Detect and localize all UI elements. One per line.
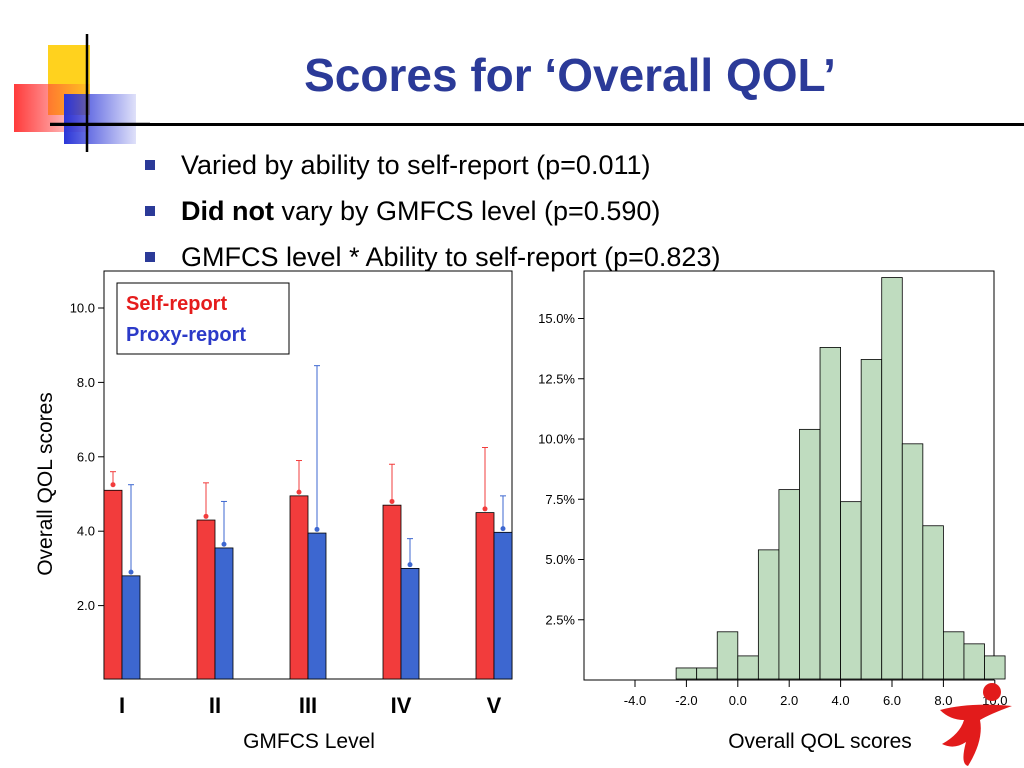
histogram-bar	[737, 655, 759, 680]
proxy-report-bar	[400, 568, 420, 680]
y-tick-label: 7.5%	[545, 492, 575, 507]
histogram-x-label: Overall QOL scores	[728, 730, 912, 753]
x-tick-label: I	[119, 693, 125, 718]
bullet-list: Varied by ability to self-report (p=0.01…	[143, 142, 720, 280]
bullet-item: Did not vary by GMFCS level (p=0.590)	[143, 188, 720, 234]
bullet-bold-text: Did not	[181, 196, 274, 226]
histogram-bar	[757, 549, 780, 680]
histogram-x-axis: -4.0-2.00.02.04.06.08.010.0	[624, 680, 1007, 708]
self-report-point	[389, 498, 395, 504]
y-tick-label: 6.0	[77, 449, 95, 464]
self-report-bar	[289, 495, 309, 680]
histogram-bar	[778, 489, 800, 680]
proxy-report-point	[314, 526, 320, 532]
bullet-text: GMFCS level * Ability to self-report (p=…	[181, 242, 721, 272]
histogram-bar	[984, 655, 1006, 680]
proxy-report-bar	[493, 531, 513, 680]
title-divider	[50, 123, 1024, 126]
self-report-bar	[475, 512, 495, 680]
histogram-bar	[819, 347, 841, 680]
x-tick-label: II	[209, 693, 221, 718]
histogram-bar	[716, 631, 739, 680]
y-tick-label: 8.0	[77, 375, 95, 390]
y-tick-label: 4.0	[77, 524, 95, 539]
bar-chart-x-label: GMFCS Level	[243, 730, 375, 753]
legend-self-report: Self-report	[126, 293, 227, 315]
self-report-point	[203, 513, 209, 519]
y-tick-label: 2.5%	[545, 612, 575, 627]
x-tick-label: V	[487, 693, 502, 718]
histogram-bar	[799, 428, 821, 680]
legend-proxy-report: Proxy-report	[126, 324, 246, 346]
y-tick-label: 5.0%	[545, 552, 575, 567]
legend-box	[116, 282, 290, 355]
proxy-report-bar	[214, 547, 234, 680]
bullet-text: vary by GMFCS level (p=0.590)	[273, 196, 661, 226]
histogram-y-axis: 2.5% 5.0% 7.5% 10.0% 12.5% 15.0%	[538, 311, 584, 627]
self-report-bar	[103, 489, 123, 680]
y-tick-label: 15.0%	[538, 311, 575, 326]
y-tick-label: 2.0	[77, 598, 95, 613]
histogram-bar	[922, 525, 944, 680]
bullet-text: Varied by ability to self-report (p=0.01…	[181, 150, 651, 180]
x-tick-label: -4.0	[624, 693, 646, 708]
logo-blue-square	[64, 94, 136, 144]
histogram-bar	[696, 667, 718, 680]
proxy-report-point	[500, 526, 506, 532]
mascot-figure-icon	[940, 683, 1012, 766]
histogram-bar	[963, 643, 985, 680]
bullet-item: GMFCS level * Ability to self-report (p=…	[143, 234, 720, 280]
x-tick-label: IV	[391, 693, 412, 718]
histogram-bar	[943, 631, 965, 680]
histogram-bar	[881, 277, 903, 680]
self-report-bar	[382, 504, 402, 680]
legend: Self-report Proxy-report	[116, 282, 290, 355]
histogram-bar	[840, 501, 862, 680]
self-report-bar	[196, 519, 216, 680]
proxy-report-bar	[121, 575, 141, 680]
y-tick-label: 10.0%	[538, 432, 575, 447]
proxy-report-point	[128, 569, 134, 575]
histogram-bar	[675, 667, 698, 680]
square-bullet-icon	[145, 206, 155, 216]
self-report-point	[296, 489, 302, 495]
histogram-bar	[860, 359, 883, 680]
x-tick-label: III	[299, 693, 317, 718]
proxy-report-bar	[307, 532, 327, 680]
bullet-item: Varied by ability to self-report (p=0.01…	[143, 142, 720, 188]
x-tick-label: 2.0	[780, 693, 798, 708]
x-tick-label: 8.0	[934, 693, 952, 708]
histogram-bar	[901, 443, 924, 680]
bar-chart-y-label: Overall QOL scores	[34, 392, 57, 576]
y-tick-label: 12.5%	[538, 371, 575, 386]
histogram-marks	[675, 277, 1006, 680]
slide-title: Scores for ‘Overall QOL’	[304, 49, 836, 101]
proxy-report-point	[407, 562, 413, 568]
bar-chart-x-axis: I II III IV V	[119, 693, 502, 718]
proxy-report-point	[221, 541, 227, 547]
self-report-point	[110, 482, 116, 488]
self-report-point	[482, 506, 488, 512]
square-bullet-icon	[145, 252, 155, 262]
square-bullet-icon	[145, 160, 155, 170]
x-tick-label: -2.0	[675, 693, 697, 708]
x-tick-label: 4.0	[832, 693, 850, 708]
bar-chart-marks	[103, 365, 513, 680]
x-tick-label: 0.0	[729, 693, 747, 708]
x-tick-label: 6.0	[883, 693, 901, 708]
bar-chart-y-axis: 2.0 4.0 6.0 8.0 10.0	[70, 301, 104, 613]
y-tick-label: 10.0	[70, 301, 95, 316]
